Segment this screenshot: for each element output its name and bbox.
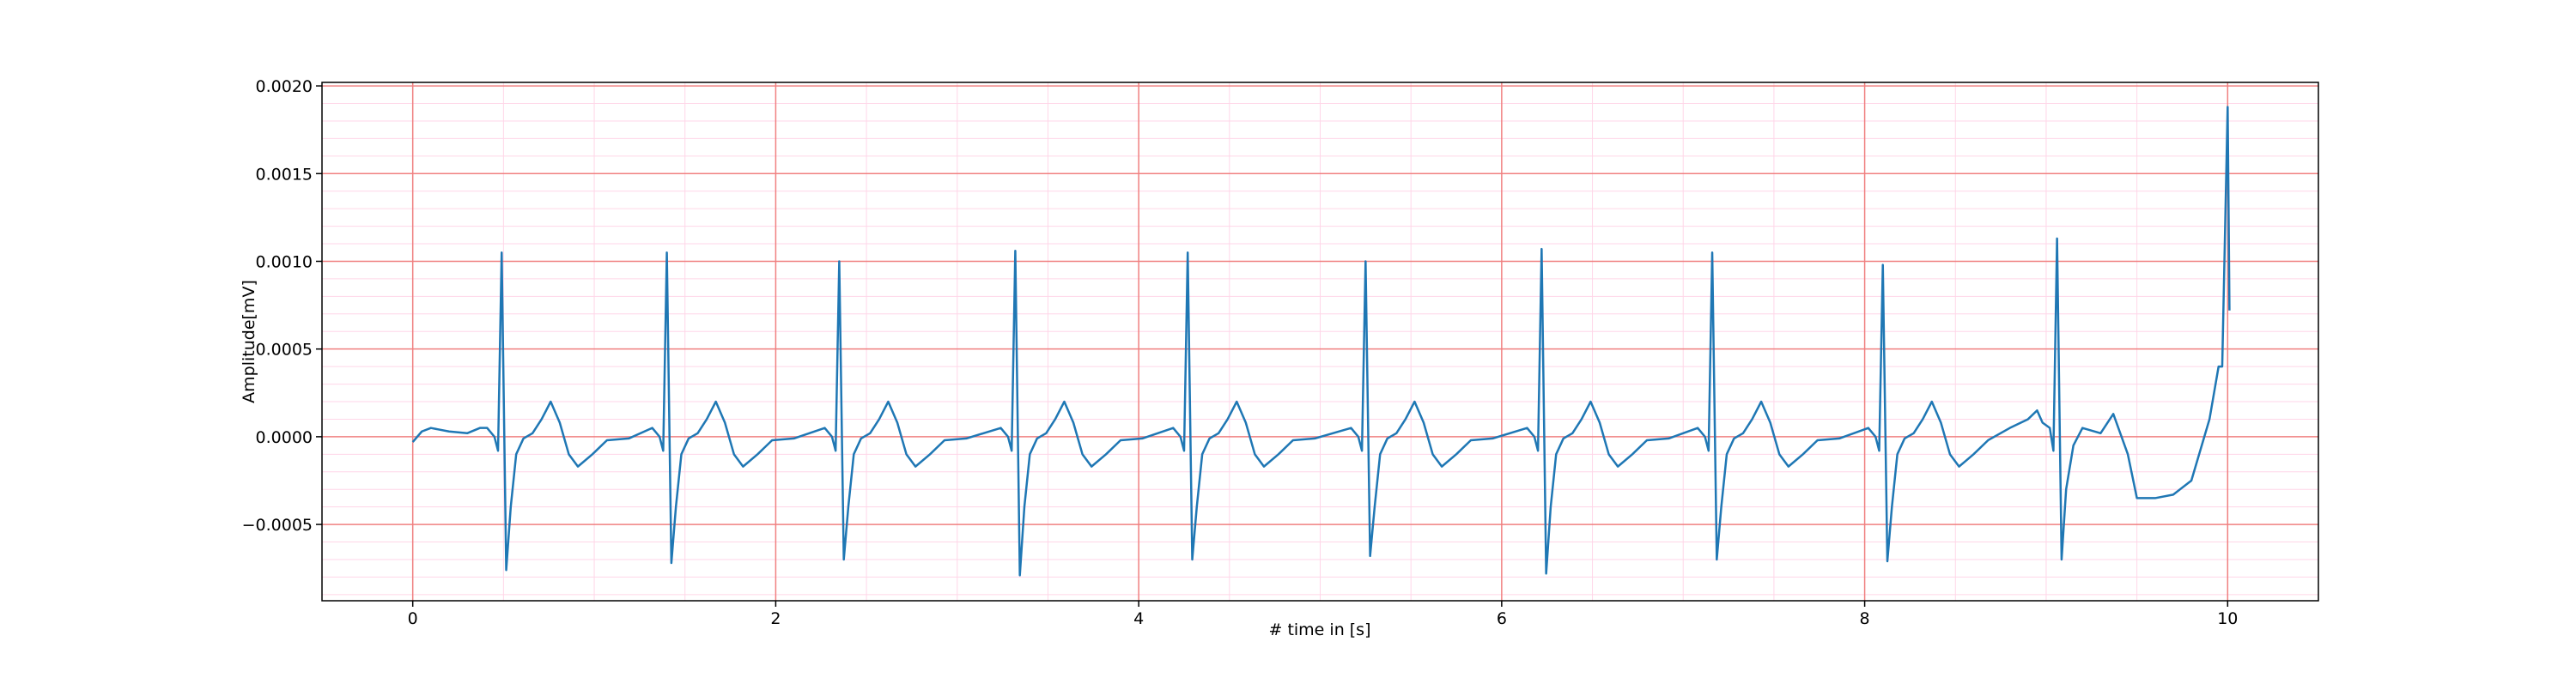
x-tick-label: 2: [770, 609, 781, 628]
y-tick-label: 0.0005: [256, 341, 313, 360]
x-tick-label: 10: [2217, 609, 2238, 628]
y-tick-label: 0.0000: [256, 428, 313, 447]
grid: [322, 82, 2318, 601]
y-tick-label: 0.0015: [256, 165, 313, 184]
y-tick-label: 0.0020: [256, 77, 313, 96]
x-tick-label: 8: [1860, 609, 1870, 628]
x-axis-label: # time in [s]: [1268, 620, 1370, 639]
y-tick-label: 0.0010: [256, 252, 313, 271]
x-tick-label: 0: [408, 609, 418, 628]
y-axis-label: Amplitude[mV]: [240, 280, 258, 403]
x-tick-label: 6: [1497, 609, 1507, 628]
axes-frame: [321, 82, 2319, 602]
x-tick-label: 4: [1133, 609, 1144, 628]
ecg-line: [411, 106, 2231, 577]
plot: [411, 106, 2231, 577]
y-tick-label: −0.0005: [242, 516, 313, 535]
